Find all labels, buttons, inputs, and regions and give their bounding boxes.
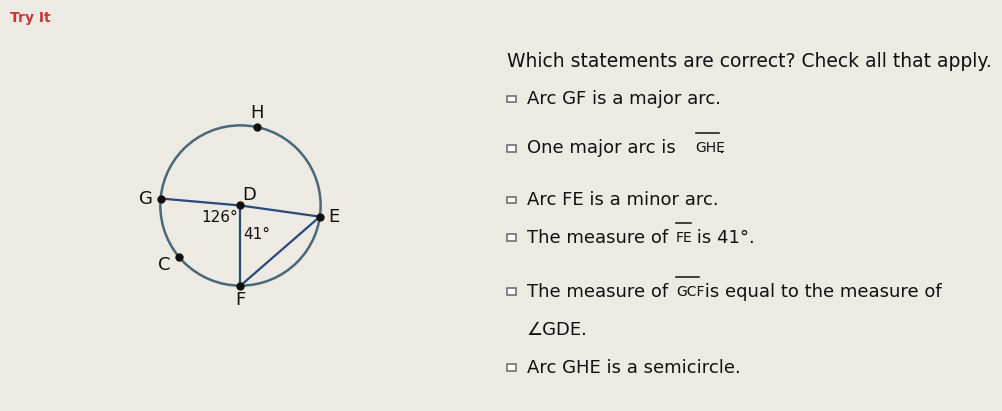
Bar (507, 364, 516, 371)
Text: is 41°.: is 41°. (691, 229, 755, 247)
Text: GHE: GHE (695, 141, 725, 155)
Text: One major arc is: One major arc is (527, 139, 681, 157)
Bar (507, 196, 516, 203)
Text: Arc GF is a major arc.: Arc GF is a major arc. (527, 90, 720, 108)
Bar (507, 234, 516, 241)
Text: The measure of: The measure of (527, 229, 673, 247)
Text: E: E (329, 208, 340, 226)
Text: Try It: Try It (10, 11, 51, 25)
Text: FE: FE (675, 231, 692, 245)
Text: Which statements are correct? Check all that apply.: Which statements are correct? Check all … (507, 52, 992, 71)
Text: 41°: 41° (243, 227, 271, 242)
Text: D: D (241, 186, 256, 204)
Text: Arc FE is a minor arc.: Arc FE is a minor arc. (527, 191, 718, 209)
Text: 126°: 126° (201, 210, 238, 225)
Text: H: H (250, 104, 264, 122)
Text: ∠GDE.: ∠GDE. (527, 321, 588, 339)
Text: G: G (139, 189, 153, 208)
Text: F: F (235, 291, 245, 309)
Bar (507, 145, 516, 152)
Bar (507, 96, 516, 102)
Text: GCF: GCF (675, 285, 704, 299)
Text: The measure of: The measure of (527, 283, 673, 301)
Text: Arc GHE is a semicircle.: Arc GHE is a semicircle. (527, 358, 740, 376)
Text: C: C (158, 256, 171, 274)
Text: is equal to the measure of: is equal to the measure of (698, 283, 941, 301)
Text: .: . (718, 139, 724, 157)
Bar (507, 289, 516, 295)
